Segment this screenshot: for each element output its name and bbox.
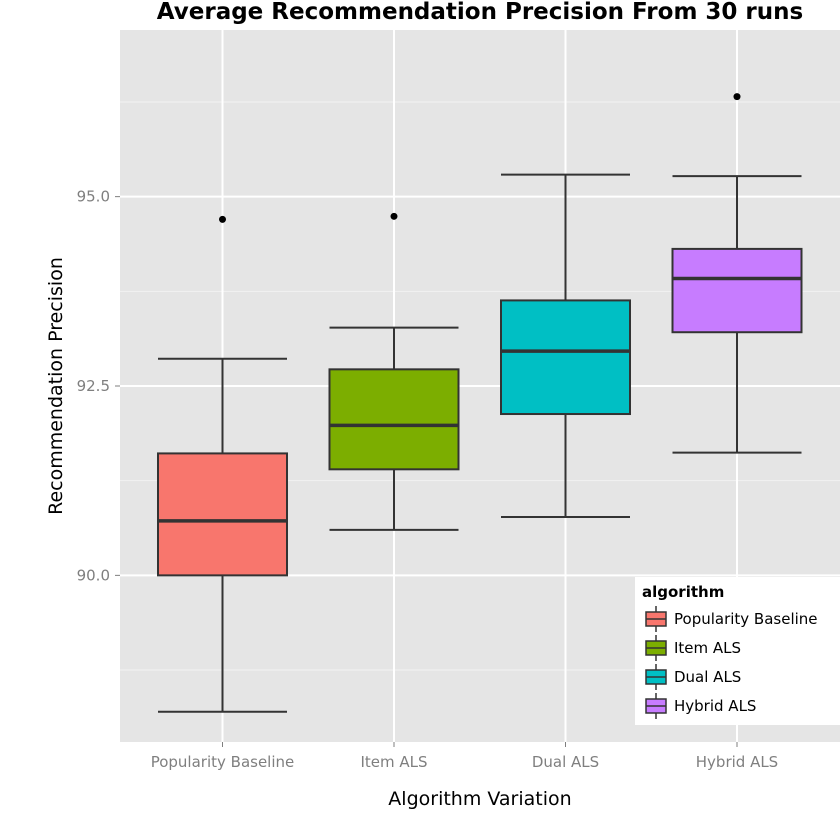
outlier-point: [390, 212, 398, 220]
y-tick-label: 95.0: [77, 188, 110, 206]
boxplot: [500, 173, 631, 519]
boxplot: [328, 212, 460, 531]
legend-item: Hybrid ALS: [645, 693, 756, 719]
legend-label: Hybrid ALS: [674, 697, 756, 715]
boxplots: [157, 93, 803, 713]
x-axis-title: Algorithm Variation: [388, 788, 571, 810]
y-tick-label: 92.5: [77, 377, 110, 395]
legend-label: Item ALS: [674, 639, 741, 657]
box: [157, 452, 288, 577]
outlier-point: [219, 215, 226, 223]
box: [328, 368, 460, 471]
boxplot: [157, 215, 288, 713]
box: [500, 299, 631, 416]
legend-label: Popularity Baseline: [674, 610, 818, 628]
y-axis-ticks: 90.0 92.5 95.0: [77, 188, 120, 584]
boxplot: [671, 93, 803, 454]
box: [671, 247, 803, 334]
x-axis-ticks: Popularity Baseline Item ALS Dual ALS Hybri…: [151, 742, 778, 771]
y-axis-title: Recommendation Precision: [45, 257, 67, 515]
x-tick-label: Item ALS: [360, 753, 427, 771]
legend-item: Dual ALS: [645, 664, 741, 690]
legend-label: Dual ALS: [674, 668, 741, 686]
x-tick-label: Dual ALS: [532, 753, 599, 771]
x-tick-label: Hybrid ALS: [696, 753, 778, 771]
legend-item: Popularity Baseline: [645, 606, 818, 632]
legend-background: [635, 577, 840, 725]
x-tick-label: Popularity Baseline: [151, 753, 295, 771]
chart-title: Average Recommendation Precision From 30…: [157, 0, 803, 25]
legend: algorithm Popularity Baseline Item ALS Dua…: [635, 577, 840, 725]
legend-item: Item ALS: [645, 635, 741, 661]
y-tick-label: 90.0: [77, 566, 110, 584]
legend-title: algorithm: [642, 583, 724, 601]
outlier-point: [733, 93, 741, 101]
